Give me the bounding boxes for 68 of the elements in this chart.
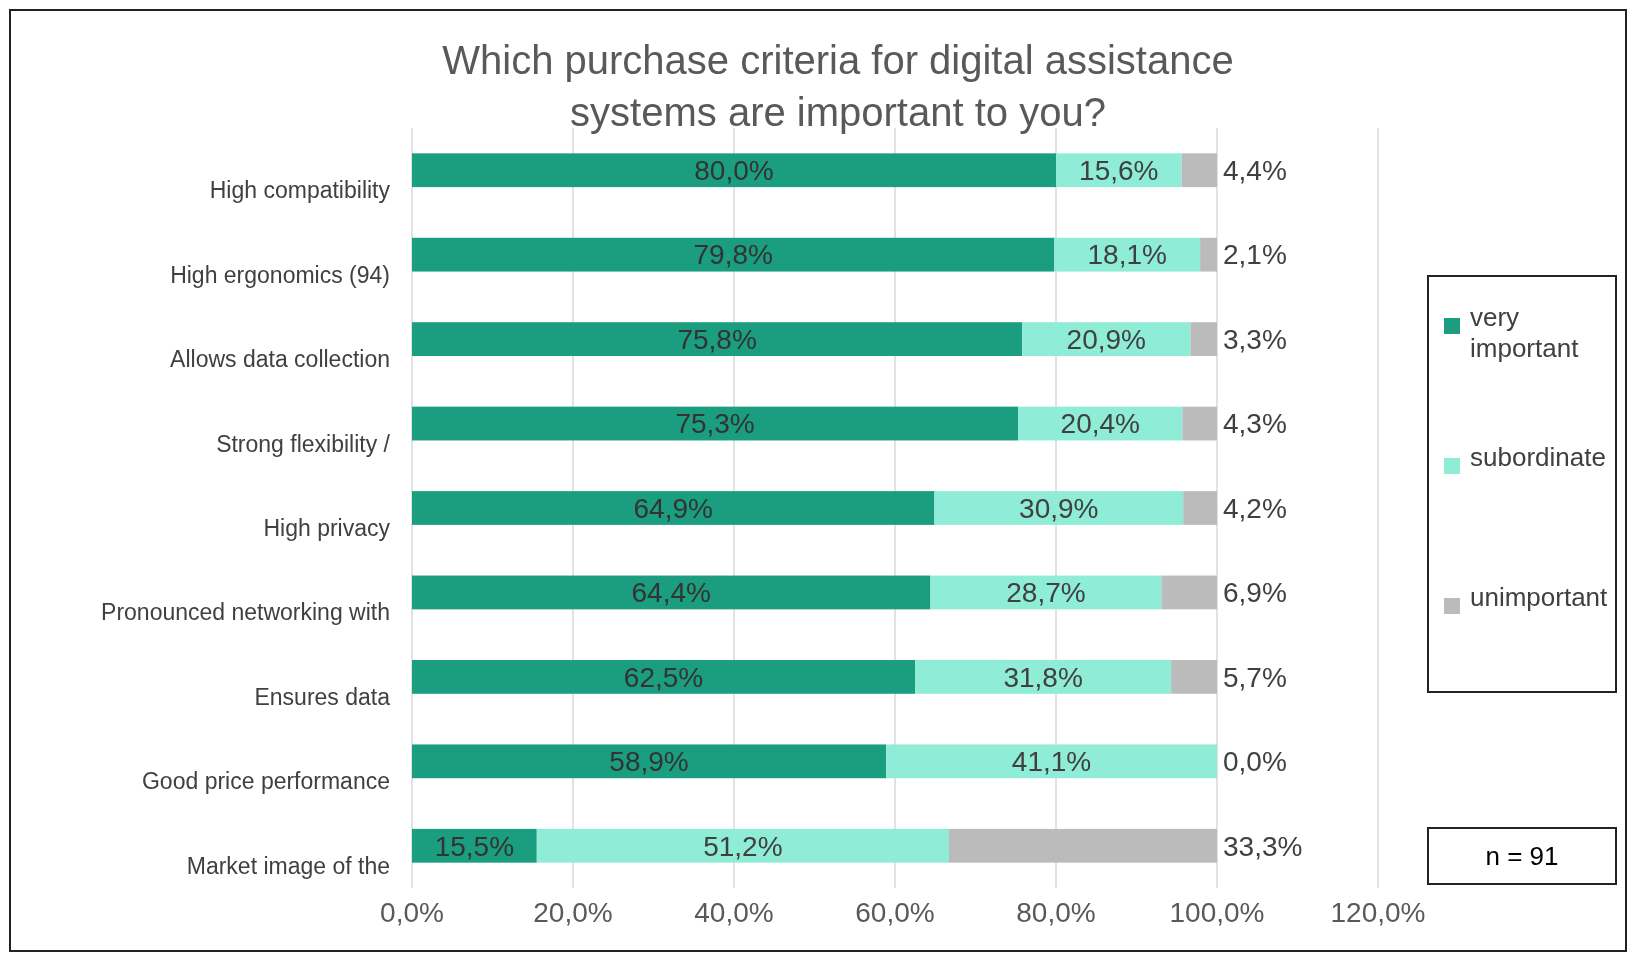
data-label: 64,9% bbox=[633, 492, 713, 524]
data-label: 15,5% bbox=[434, 830, 515, 862]
y-tick-label: Strong flexibility / bbox=[216, 430, 391, 457]
bar bbox=[948, 828, 1217, 863]
x-tick-label: 20,0% bbox=[533, 897, 613, 928]
y-tick-label: Pronounced networking with bbox=[101, 599, 390, 626]
data-label: 64,4% bbox=[631, 577, 711, 609]
data-label: 41,1% bbox=[1011, 746, 1092, 778]
data-label: 75,8% bbox=[677, 323, 757, 355]
y-tick-label: Market image of the bbox=[186, 852, 390, 879]
data-label: 62,5% bbox=[623, 661, 704, 693]
chart-title: Which purchase criteria for digital assistance systems are important to you? bbox=[442, 38, 1234, 134]
bar bbox=[1182, 406, 1218, 441]
data-label: 20,4% bbox=[1060, 408, 1140, 440]
x-tick-label: 0,0% bbox=[380, 897, 444, 928]
bar bbox=[412, 491, 935, 525]
bar bbox=[1161, 575, 1217, 610]
bar bbox=[915, 660, 1172, 694]
data-label: 6,9% bbox=[1223, 577, 1287, 609]
bar bbox=[412, 660, 916, 694]
bar bbox=[412, 153, 1056, 188]
y-tick-label: Allows data collection bbox=[170, 346, 390, 373]
text: n = 91 bbox=[1485, 841, 1559, 872]
y-tick-label: Ensures data bbox=[254, 683, 391, 710]
bar bbox=[412, 237, 1055, 272]
data-label: 75,3% bbox=[675, 408, 755, 440]
legend-label: unimportant bbox=[1470, 582, 1609, 612]
bar bbox=[1183, 491, 1217, 525]
y-tick-label: High ergonomics (94) bbox=[170, 261, 390, 288]
x-tick-label: 120,0% bbox=[1330, 897, 1426, 928]
data-label: 5,7% bbox=[1223, 661, 1287, 693]
data-label: 79,8% bbox=[693, 239, 773, 271]
data-label: 15,6% bbox=[1079, 155, 1159, 187]
bar bbox=[412, 322, 1023, 356]
data-label: 4,3% bbox=[1223, 408, 1287, 440]
data-label: 3,3% bbox=[1223, 323, 1287, 355]
legend-label: very important bbox=[1470, 302, 1580, 364]
y-tick-label: High compatibility bbox=[209, 177, 391, 204]
data-label: 33,3% bbox=[1223, 830, 1303, 862]
data-label: 30,9% bbox=[1019, 492, 1099, 524]
data-label: 28,7% bbox=[1006, 577, 1086, 609]
legend-label: subordinate bbox=[1470, 442, 1606, 472]
bar bbox=[1200, 237, 1217, 272]
y-tick-label: High privacy bbox=[263, 515, 391, 541]
x-tick-label: 80,0% bbox=[1016, 897, 1096, 928]
bar bbox=[412, 575, 931, 610]
bar bbox=[412, 744, 887, 779]
bar bbox=[886, 744, 1217, 779]
data-label: 4,4% bbox=[1223, 155, 1287, 187]
bar bbox=[934, 491, 1184, 525]
bar bbox=[412, 406, 1019, 441]
data-label: 51,2% bbox=[703, 830, 783, 862]
y-tick-label: Good price performance bbox=[141, 768, 390, 795]
data-label: 31,8% bbox=[1003, 661, 1083, 693]
bar bbox=[1190, 322, 1218, 356]
bar bbox=[1171, 660, 1217, 694]
data-label: 18,1% bbox=[1087, 239, 1167, 271]
data-label: 58,9% bbox=[609, 746, 689, 778]
data-label: 4,2% bbox=[1223, 492, 1287, 524]
x-tick-label: 100,0% bbox=[1169, 897, 1265, 928]
bar bbox=[536, 828, 949, 863]
bar bbox=[1181, 153, 1217, 188]
data-label: 2,1% bbox=[1223, 239, 1287, 271]
data-label: 80,0% bbox=[694, 155, 774, 187]
data-label: 0,0% bbox=[1223, 746, 1287, 778]
x-tick-label: 40,0% bbox=[694, 897, 774, 928]
x-tick-label: 60,0% bbox=[855, 897, 935, 928]
data-label: 20,9% bbox=[1066, 323, 1147, 355]
